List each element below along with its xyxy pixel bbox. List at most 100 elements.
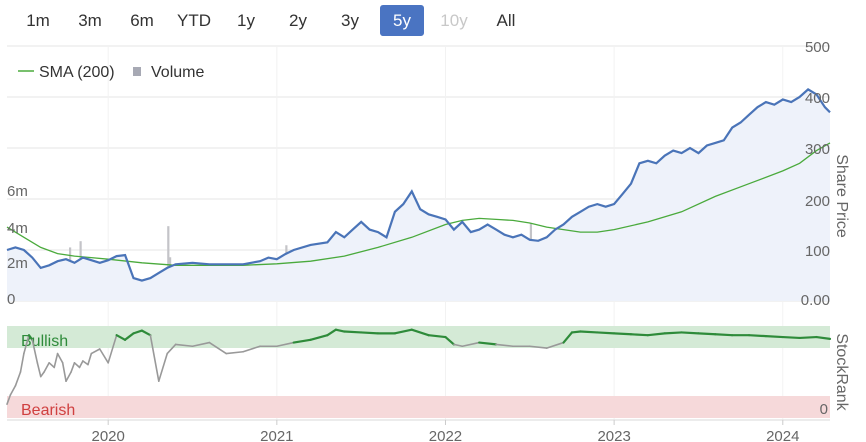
stockrank-segment	[747, 334, 768, 338]
stockrank-segment	[697, 332, 717, 336]
range-button-1m[interactable]: 1m	[26, 11, 50, 30]
x-tick-label: 2021	[260, 428, 293, 442]
stockrank-segment	[73, 361, 81, 369]
stockrank-segment	[343, 330, 363, 334]
bearish-band	[7, 396, 830, 418]
range-selector: 1m 3m 6m YTD 1y 2y 3y 5y 10y All	[8, 5, 528, 36]
stockrank-segment	[242, 345, 261, 353]
volume-bar	[167, 226, 170, 301]
stockrank-segment	[764, 335, 784, 339]
stockrank-segment	[53, 352, 59, 369]
volume-y-axis: 6m 4m 2m 0	[7, 183, 28, 308]
stockrank-tick-label: 0	[820, 401, 828, 418]
stockrank-segment	[123, 332, 135, 341]
price-tick-label: 500	[805, 39, 830, 56]
range-button-3y[interactable]: 3y	[341, 11, 359, 30]
stockrank-segment	[276, 341, 295, 348]
bearish-label: Bearish	[21, 402, 75, 419]
price-tick-label: 100	[805, 243, 830, 260]
x-axis: 2020 2021 2022 2023 2024	[7, 419, 830, 442]
stockrank-segment	[309, 334, 329, 341]
stockrank-segment	[174, 343, 194, 348]
stockrank-segment	[579, 330, 599, 334]
x-tick-label: 2023	[597, 428, 630, 442]
price-tick-label: 200	[805, 193, 830, 210]
stockrank-line	[6, 328, 832, 406]
range-button-all[interactable]: All	[496, 11, 516, 30]
stockrank-segment	[393, 328, 413, 335]
stockrank-segment	[478, 341, 498, 346]
legend: SMA (200) Volume	[18, 64, 204, 81]
range-button-6m[interactable]: 6m	[130, 11, 154, 30]
bullish-label: Bullish	[21, 333, 68, 350]
stockrank-segment	[87, 352, 93, 366]
stockrank-segment	[6, 394, 12, 406]
stockrank-panel: Bullish Bearish 0 StockRank	[6, 326, 850, 419]
stockrank-segment	[23, 334, 30, 355]
volume-legend-symbol	[133, 67, 141, 76]
bullish-band	[7, 326, 830, 348]
stockrank-segment	[132, 329, 144, 335]
stockrank-segment	[326, 328, 337, 337]
stockrank-segment	[570, 330, 582, 334]
stockrank-segment	[82, 360, 89, 366]
stockrank-segment	[410, 328, 430, 337]
range-button-10y: 10y	[440, 11, 468, 30]
stockrank-segment	[334, 328, 346, 333]
stockrank-segment	[629, 333, 649, 337]
price-tick-label: 300	[805, 141, 830, 158]
volume-tick-label: 0	[7, 291, 15, 308]
range-button-2y[interactable]: 2y	[289, 11, 307, 30]
volume-tick-label: 6m	[7, 183, 28, 200]
stockrank-segment	[70, 361, 76, 373]
stockrank-segment	[65, 371, 72, 383]
stockrank-segment	[292, 338, 312, 344]
stockrank-segment	[444, 335, 456, 346]
sma-200-line	[6, 142, 831, 266]
stockrank-segment	[14, 371, 22, 387]
stockrank-segment	[562, 331, 574, 344]
stockrank-axis-title: StockRank	[833, 333, 850, 411]
stockrank-segment	[714, 333, 734, 337]
stockrank-segment	[781, 335, 801, 340]
stockrank-segment	[56, 352, 64, 364]
stockrank-segment	[43, 361, 50, 373]
stockrank-segment	[680, 331, 700, 335]
stockrank-segment	[191, 341, 211, 348]
stockrank-segment	[27, 334, 34, 341]
stockrank-segment	[98, 348, 109, 364]
legend-item-volume[interactable]: Volume	[151, 64, 204, 81]
x-axis-ticks: 2020 2021 2022 2023 2024	[92, 420, 799, 442]
x-tick-label: 2022	[429, 428, 462, 442]
x-tick-label: 2020	[92, 428, 125, 442]
stockrank-segment	[461, 341, 481, 348]
stockrank-segment	[596, 331, 616, 335]
stockrank-segment	[149, 334, 160, 383]
stockrank-segment	[9, 384, 17, 396]
stockrank-segment	[453, 343, 464, 348]
stockrank-segment	[140, 329, 152, 337]
stockrank-segment	[613, 332, 633, 336]
stockrank-segment	[529, 345, 548, 349]
stockrank-segment	[545, 341, 565, 349]
stockrank-segment	[157, 352, 169, 383]
share-price-axis-title: Share Price	[833, 154, 850, 238]
legend-item-sma[interactable]: SMA (200)	[39, 64, 115, 81]
range-button-ytd[interactable]: YTD	[177, 11, 211, 30]
stockrank-segment	[427, 334, 447, 339]
stockrank-segment	[646, 332, 666, 337]
stockrank-segment	[48, 361, 56, 369]
stockrank-segment	[78, 360, 84, 369]
price-tick-label: 400	[805, 90, 830, 107]
stockrank-segment	[166, 343, 177, 355]
range-button-5y[interactable]: 5y	[380, 5, 424, 36]
share-price-line	[6, 88, 831, 282]
stockrank-segment	[90, 348, 101, 355]
range-button-3m[interactable]: 3m	[78, 11, 102, 30]
range-button-1y[interactable]: 1y	[237, 11, 255, 30]
stockrank-segment	[36, 361, 42, 378]
stockrank-segment	[798, 335, 818, 340]
volume-tick-label: 4m	[7, 220, 28, 237]
stockrank-segment	[19, 352, 25, 373]
